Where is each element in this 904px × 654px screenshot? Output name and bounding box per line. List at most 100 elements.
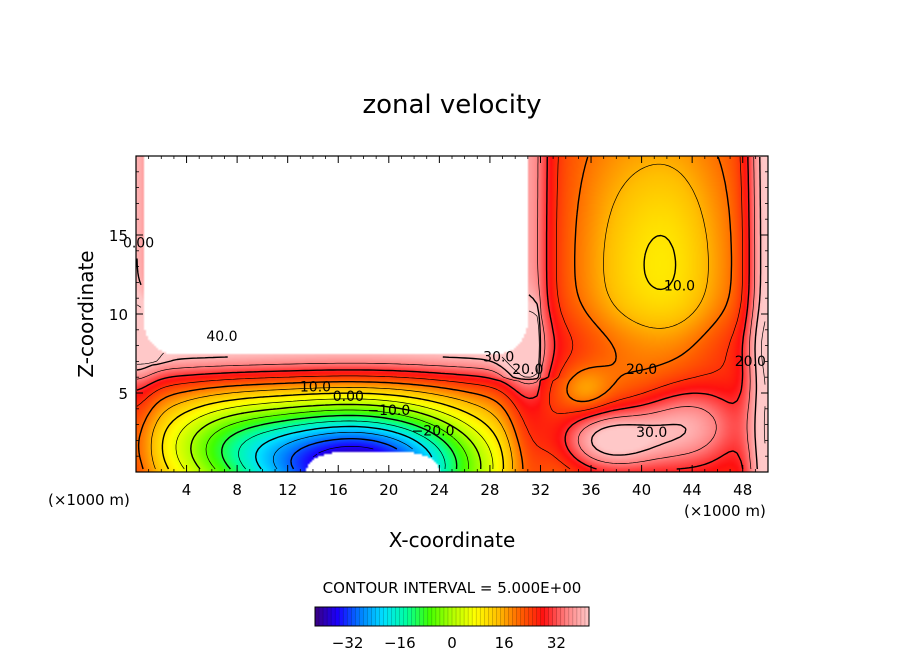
x-axis: 4 8 12 16 20 24 28 32 36 40 44 48 bbox=[148, 156, 756, 499]
contour-line bbox=[175, 398, 494, 470]
colorbar-segment bbox=[504, 607, 509, 626]
x-tick-label: 28 bbox=[480, 481, 499, 499]
colorbar-tick-label: 32 bbox=[547, 634, 566, 652]
colorbar-segment bbox=[540, 607, 546, 626]
contour-label: 10.0 bbox=[664, 278, 695, 294]
x-tick-label: 36 bbox=[581, 481, 600, 499]
colorbar-segment bbox=[512, 607, 517, 626]
colorbar-segment bbox=[399, 607, 405, 626]
contour-line bbox=[136, 156, 756, 470]
colorbar-segment bbox=[580, 607, 586, 626]
contour-label: 30.0 bbox=[636, 425, 667, 441]
colorbar-segment bbox=[447, 607, 453, 626]
colorbar-segment bbox=[315, 607, 320, 626]
x-tick-label: 24 bbox=[430, 481, 449, 499]
contour-line bbox=[137, 156, 733, 470]
colorbar-segment bbox=[568, 607, 574, 626]
colorbar-segment bbox=[476, 607, 481, 626]
colorbar-segment bbox=[427, 607, 433, 626]
colorbar-segment bbox=[419, 607, 425, 626]
colorbar-segment bbox=[460, 607, 465, 626]
colorbar-segment bbox=[484, 607, 489, 626]
colorbar-segment bbox=[347, 607, 352, 626]
colorbar-segment bbox=[500, 607, 505, 626]
contour-line bbox=[221, 414, 458, 470]
x-tick-label: 48 bbox=[733, 481, 752, 499]
contour-line bbox=[238, 420, 446, 470]
contour-label: 0.00 bbox=[333, 389, 364, 405]
contour-line bbox=[272, 431, 413, 470]
colorbar-segment bbox=[520, 607, 525, 626]
colorbar-segment bbox=[552, 607, 558, 626]
colorbar-segment bbox=[492, 607, 497, 626]
colorbar-segment bbox=[472, 607, 477, 626]
colorbar-segment bbox=[508, 607, 513, 626]
contour-label: 30.0 bbox=[483, 349, 514, 365]
colorbar-segment bbox=[379, 607, 384, 626]
contour-line bbox=[161, 234, 677, 470]
colorbar-tick-label: −16 bbox=[384, 634, 416, 652]
colorbar-tick-label: 0 bbox=[447, 634, 457, 652]
x-tick-label: 8 bbox=[232, 481, 242, 499]
colorbar-segment bbox=[415, 607, 421, 626]
x-unit-left: (×1000 m) bbox=[48, 491, 130, 509]
colorbar-segment bbox=[516, 607, 521, 626]
colorbar-segment bbox=[359, 607, 364, 626]
contour-label: 20.0 bbox=[626, 362, 657, 378]
contour-line bbox=[136, 156, 750, 470]
colorbar-segment bbox=[387, 607, 392, 626]
colorbar-segment bbox=[383, 607, 388, 626]
colorbar-segment bbox=[443, 607, 449, 626]
colorbar-segment bbox=[584, 607, 590, 626]
colorbar-segment bbox=[339, 607, 344, 626]
colorbar-segment bbox=[572, 607, 578, 626]
x-tick-label: 12 bbox=[278, 481, 297, 499]
colorbar bbox=[314, 607, 590, 626]
colorbar-segment bbox=[544, 607, 550, 626]
colorbar-segment bbox=[431, 607, 437, 626]
colorbar-segment bbox=[488, 607, 493, 626]
colorbar-segment bbox=[464, 607, 469, 626]
colorbar-segment bbox=[496, 607, 501, 626]
colorbar-segment bbox=[536, 607, 542, 626]
colorbar-segment bbox=[327, 607, 332, 626]
colorbar-segment bbox=[452, 607, 457, 626]
colorbar-segment bbox=[439, 607, 445, 626]
contour-labels: 0.0040.030.020.010.020.020.010.00.00−10.… bbox=[123, 236, 766, 442]
y-tick-label: 15 bbox=[109, 227, 128, 245]
colorbar-segment bbox=[331, 607, 336, 626]
colorbar-segment bbox=[528, 607, 533, 626]
colorbar-segment bbox=[456, 607, 461, 626]
colorbar-segment bbox=[576, 607, 582, 626]
colorbar-segment bbox=[343, 607, 348, 626]
colorbar-segment bbox=[524, 607, 529, 626]
colorbar-segment bbox=[335, 607, 340, 626]
colorbar-segment bbox=[403, 607, 409, 626]
colorbar-segment bbox=[363, 607, 368, 626]
x-tick-label: 20 bbox=[379, 481, 398, 499]
x-unit-right: (×1000 m) bbox=[684, 502, 766, 520]
contour-line bbox=[290, 438, 398, 470]
x-tick-label: 44 bbox=[683, 481, 702, 499]
contour-line bbox=[136, 304, 766, 444]
colorbar-segment bbox=[319, 607, 324, 626]
colorbar-segment bbox=[480, 607, 485, 626]
y-tick-label: 10 bbox=[109, 306, 128, 324]
colorbar-segment bbox=[355, 607, 360, 626]
contour-lines bbox=[136, 156, 766, 470]
colorbar-segment bbox=[351, 607, 356, 626]
y-axis: 5 10 15 bbox=[109, 171, 768, 457]
contour-line bbox=[136, 157, 762, 470]
colorbar-segment bbox=[423, 607, 429, 626]
contour-label: 10.0 bbox=[300, 379, 331, 395]
colorbar-segment bbox=[411, 607, 417, 626]
colorbar-segment bbox=[367, 607, 372, 626]
colorbar-tick-label: 16 bbox=[495, 634, 514, 652]
y-tick-label: 5 bbox=[118, 385, 128, 403]
colorbar-segment bbox=[375, 607, 380, 626]
heatmap-field bbox=[136, 156, 768, 472]
contour-line bbox=[312, 445, 374, 458]
contour-label: 20.0 bbox=[735, 354, 766, 370]
colorbar-segment bbox=[323, 607, 328, 626]
